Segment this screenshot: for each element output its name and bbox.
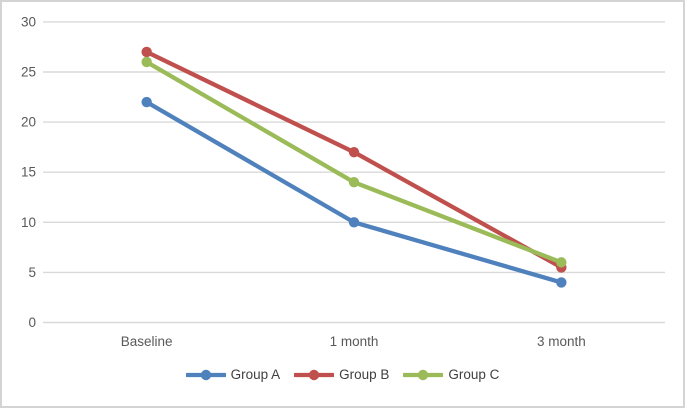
y-tick-label: 10: [21, 215, 36, 230]
y-tick-label: 0: [28, 315, 36, 330]
series-marker-group-a: [141, 96, 152, 108]
y-tick-label: 25: [21, 65, 36, 80]
legend-label: Group B: [339, 367, 390, 382]
legend-item-group-a: Group A: [185, 367, 281, 382]
y-tick-label: 20: [21, 115, 36, 130]
legend-marker-icon: [294, 369, 335, 380]
legend-marker-icon: [403, 369, 444, 380]
series-marker-group-b: [141, 46, 152, 58]
x-category-label: Baseline: [121, 334, 173, 349]
legend-label: Group A: [230, 367, 281, 382]
x-category-label: 1 month: [330, 334, 379, 349]
series-marker-group-c: [141, 56, 152, 68]
legend-marker-icon: [185, 369, 226, 380]
y-tick-label: 5: [28, 265, 36, 280]
chart-legend: Group A Group B Group C: [0, 367, 685, 382]
legend-label: Group C: [448, 367, 500, 382]
y-tick-label: 15: [21, 165, 36, 180]
legend-item-group-c: Group C: [403, 367, 499, 382]
x-category-label: 3 month: [537, 334, 586, 349]
series-marker-group-a: [348, 217, 360, 228]
series-marker-group-a: [556, 277, 567, 288]
series-marker-group-b: [348, 146, 360, 158]
series-marker-group-c: [556, 257, 567, 268]
y-tick-label: 30: [21, 14, 36, 29]
legend-item-group-b: Group B: [294, 367, 389, 382]
series-marker-group-c: [348, 177, 360, 188]
